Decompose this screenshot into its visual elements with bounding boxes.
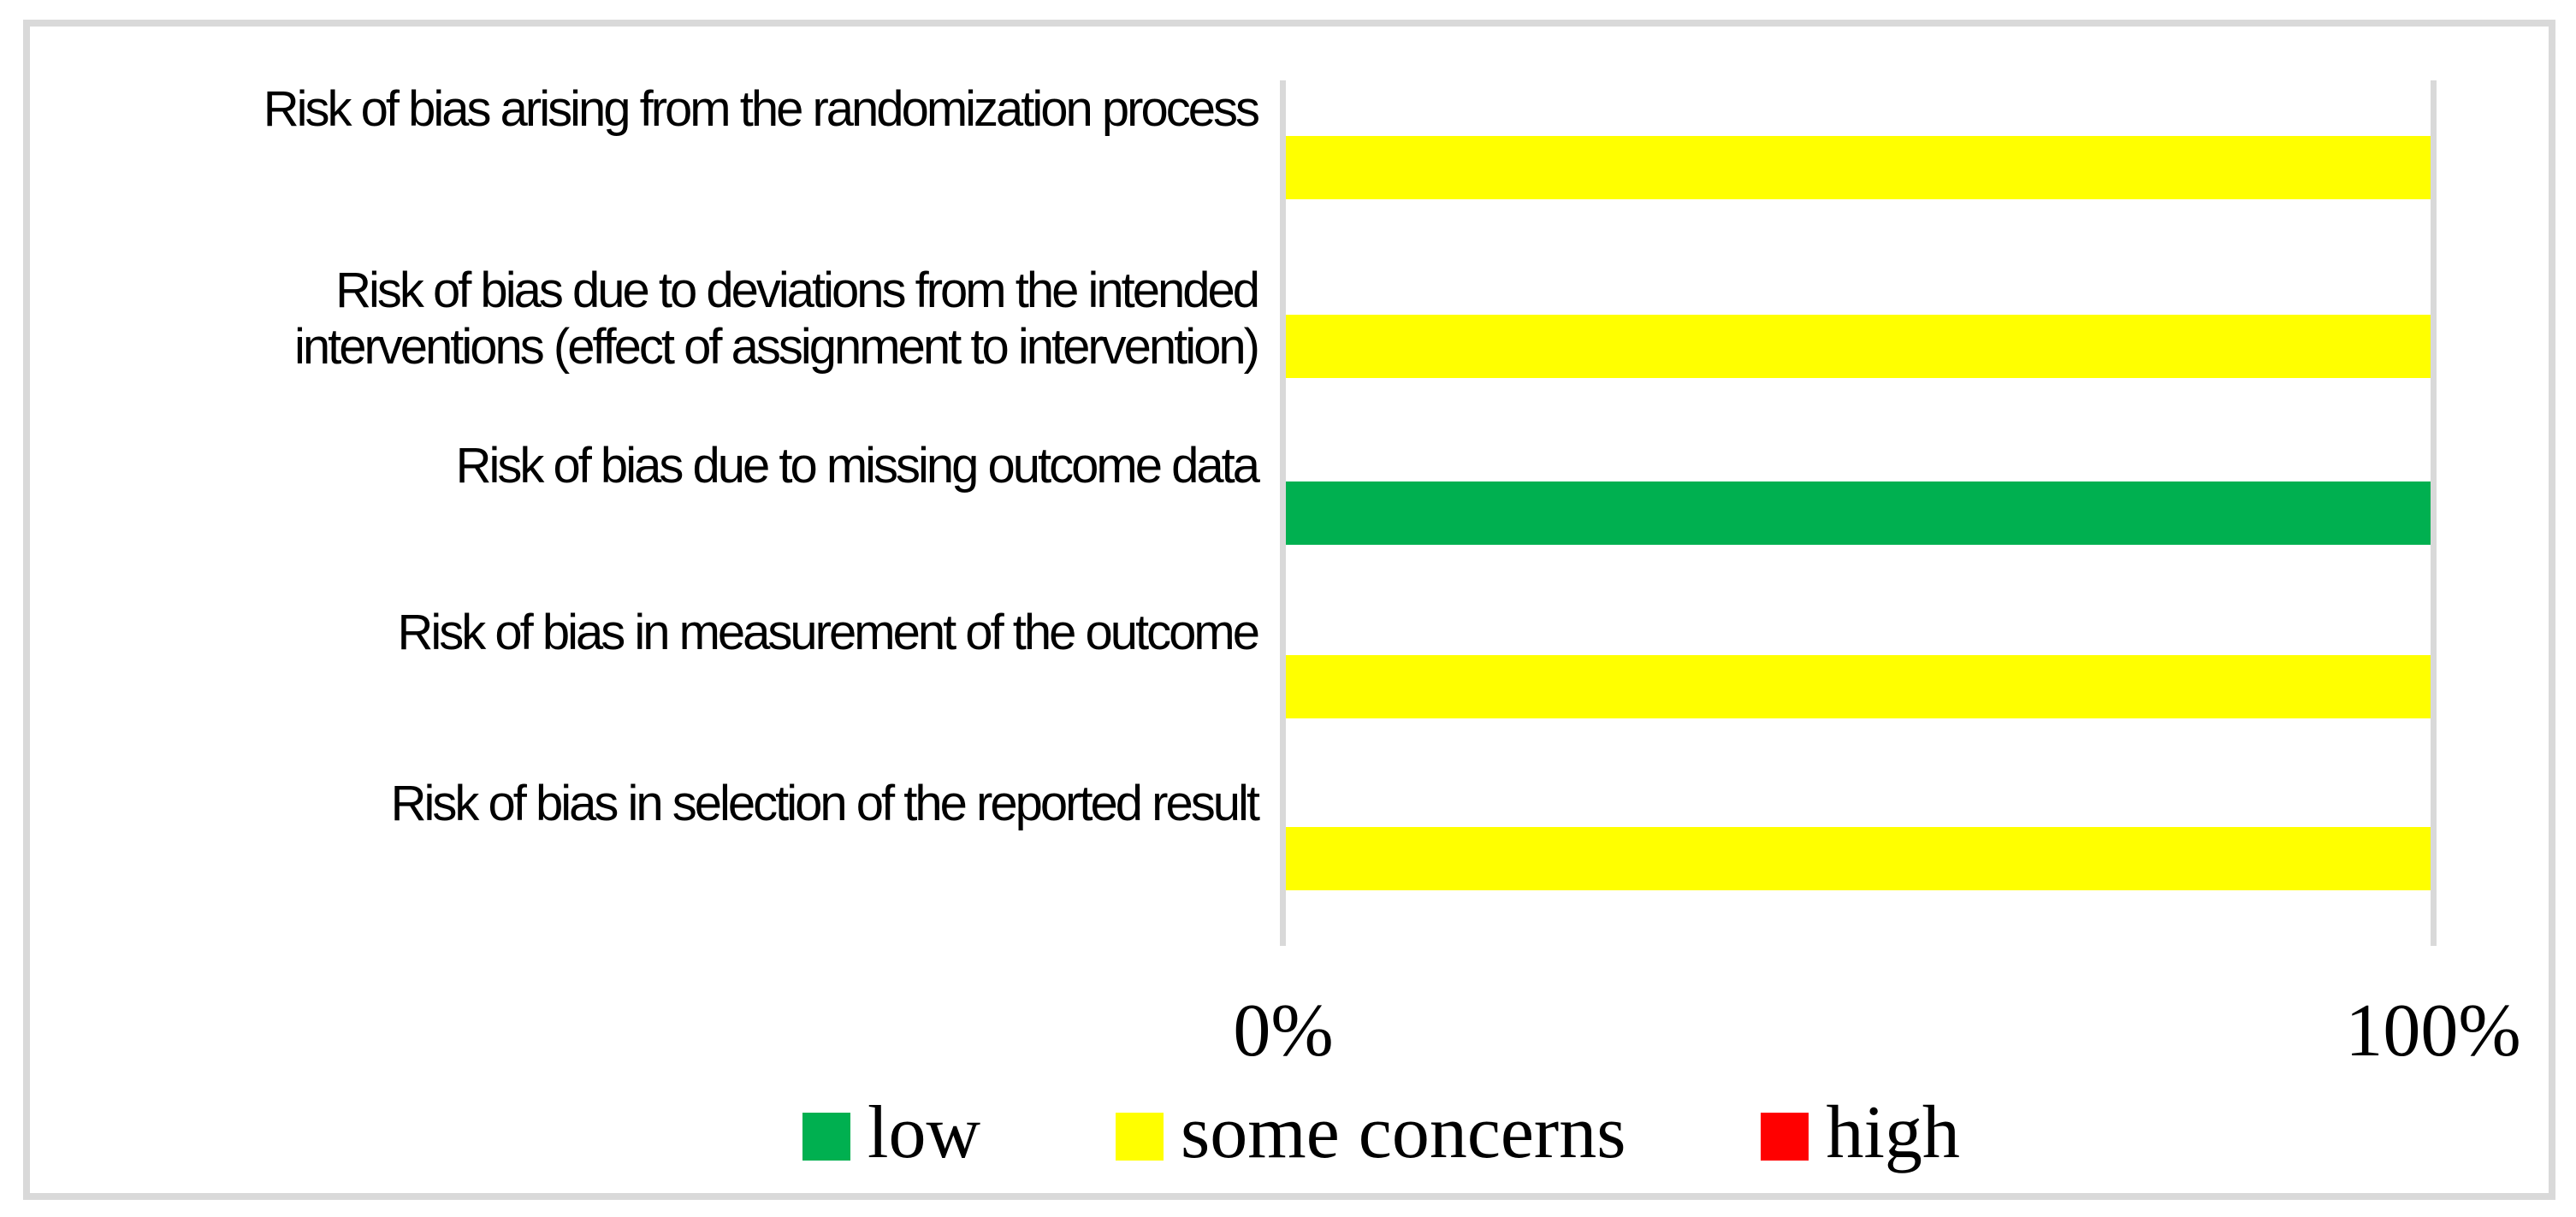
category-label-line: Risk of bias due to missing outcome data <box>455 438 1260 493</box>
legend: low some concerns high <box>802 1096 1960 1171</box>
category-label: Risk of bias due to deviations from the … <box>0 263 1260 375</box>
category-label: Risk of bias in selection of the reporte… <box>0 776 1260 832</box>
bar-segment-some-concerns <box>1286 655 2431 718</box>
legend-label: high <box>1826 1091 1960 1174</box>
category-label-line: Risk of bias due to deviations from the … <box>335 263 1260 318</box>
category-label-line: Risk of bias arising from the randomizat… <box>263 81 1260 137</box>
category-label-line: Risk of bias in selection of the reporte… <box>390 776 1260 831</box>
bar-segment-some-concerns <box>1286 827 2431 890</box>
legend-swatch <box>1116 1113 1164 1161</box>
bar-segment-low <box>1286 481 2431 545</box>
legend-item-some-concerns: some concerns <box>1116 1096 1626 1171</box>
legend-swatch <box>1761 1113 1809 1161</box>
category-label-line: Risk of bias in measurement of the outco… <box>397 605 1260 660</box>
legend-swatch <box>802 1113 850 1161</box>
gridline-0pct <box>1280 80 1286 946</box>
x-axis-tick-0: 0% <box>1233 990 1334 1072</box>
figure-border <box>23 20 2555 1200</box>
x-axis-tick-100: 100% <box>2345 990 2521 1072</box>
legend-label: low <box>868 1091 980 1174</box>
category-label: Risk of bias in measurement of the outco… <box>0 605 1260 661</box>
legend-item-high: high <box>1761 1091 1960 1174</box>
gridline-100pct <box>2431 80 2437 946</box>
category-label: Risk of bias arising from the randomizat… <box>0 81 1260 138</box>
legend-item-low: low <box>802 1096 980 1171</box>
legend-label: some concerns <box>1181 1091 1626 1174</box>
category-label-line: interventions (effect of assignment to i… <box>293 319 1260 375</box>
category-label: Risk of bias due to missing outcome data <box>0 438 1260 494</box>
bar-segment-some-concerns <box>1286 136 2431 199</box>
bar-segment-some-concerns <box>1286 315 2431 378</box>
